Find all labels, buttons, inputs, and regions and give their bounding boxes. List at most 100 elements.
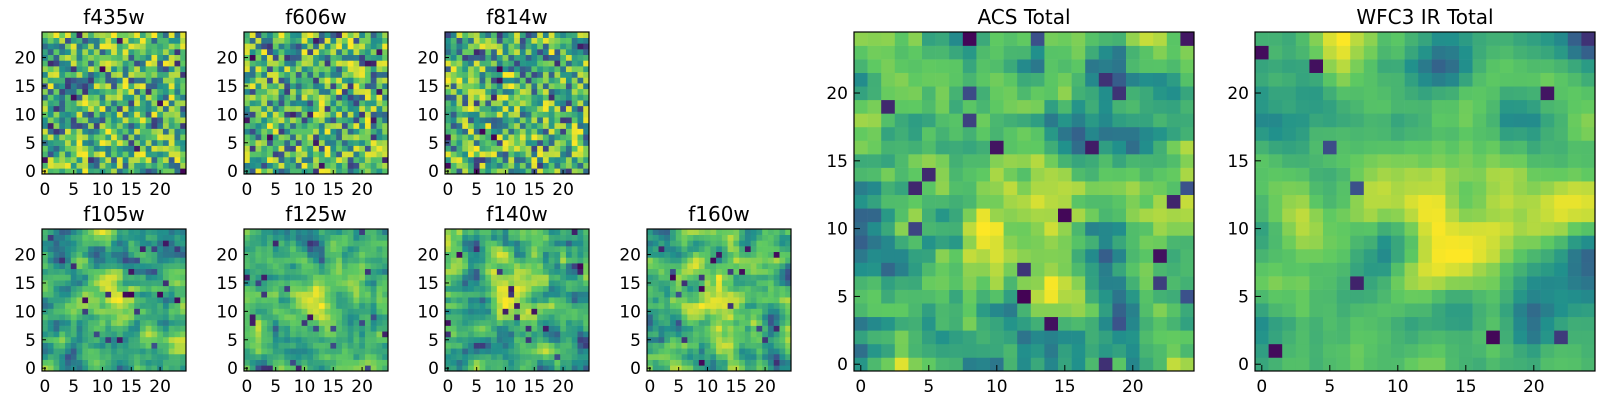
heatmap-cell bbox=[456, 128, 463, 135]
heatmap-cell bbox=[693, 246, 700, 253]
heatmap-cell bbox=[168, 353, 175, 360]
heatmap-cell bbox=[785, 342, 792, 349]
heatmap-cell bbox=[779, 297, 786, 304]
heatmap-cell bbox=[491, 274, 498, 281]
heatmap-cell bbox=[744, 291, 751, 298]
heatmap-cell bbox=[462, 319, 469, 326]
heatmap-cell bbox=[733, 263, 740, 270]
heatmap-cell bbox=[496, 353, 503, 360]
heatmap-cell bbox=[698, 229, 705, 235]
heatmap-cell bbox=[583, 43, 590, 50]
heatmap-cell bbox=[290, 134, 297, 141]
heatmap-cell bbox=[693, 331, 700, 338]
heatmap-cell bbox=[744, 268, 751, 275]
heatmap-cell bbox=[565, 240, 573, 247]
heatmap-cell bbox=[664, 365, 671, 372]
heatmap-cell bbox=[307, 145, 314, 152]
heatmap-cell bbox=[785, 263, 792, 270]
heatmap-cell bbox=[364, 319, 372, 326]
heatmap-cell bbox=[382, 134, 389, 141]
heatmap-cell bbox=[445, 88, 452, 95]
heatmap-cell bbox=[479, 60, 486, 67]
heatmap-cell bbox=[1112, 154, 1127, 168]
heatmap-cell bbox=[99, 348, 106, 355]
heatmap-cell bbox=[59, 105, 66, 112]
heatmap-cell bbox=[537, 234, 544, 241]
heatmap-cell bbox=[359, 308, 366, 315]
heatmap-cell bbox=[122, 291, 129, 298]
heatmap-cell bbox=[88, 234, 95, 241]
heatmap-cell bbox=[670, 297, 677, 304]
heatmap-cell bbox=[70, 71, 77, 78]
heatmap-cell bbox=[336, 32, 343, 38]
heatmap-cell bbox=[456, 37, 463, 44]
heatmap-cell bbox=[93, 151, 100, 158]
heatmap-cell bbox=[542, 88, 549, 95]
heatmap-cell bbox=[370, 134, 377, 141]
heatmap-cell bbox=[1003, 330, 1018, 345]
heatmap-cell bbox=[739, 229, 746, 235]
heatmap-cell bbox=[762, 229, 769, 235]
heatmap-cell bbox=[450, 49, 457, 56]
heatmap-cell bbox=[514, 240, 521, 247]
heatmap-cell bbox=[42, 145, 49, 152]
heatmap-cell bbox=[687, 234, 694, 241]
heatmap-cell bbox=[773, 280, 780, 287]
heatmap-cell bbox=[261, 66, 268, 73]
heatmap-cell bbox=[336, 71, 343, 78]
heatmap-cell bbox=[675, 229, 682, 235]
heatmap-cell bbox=[272, 54, 279, 61]
heatmap-cell bbox=[76, 128, 83, 135]
heatmap-cell bbox=[462, 168, 469, 175]
heatmap-cell bbox=[47, 94, 54, 101]
heatmap-cell bbox=[99, 60, 106, 67]
heatmap-cell bbox=[502, 251, 509, 258]
heatmap-cell bbox=[1044, 194, 1059, 209]
heatmap-cell bbox=[261, 122, 268, 129]
heatmap-cell bbox=[295, 234, 302, 241]
heatmap-cell bbox=[531, 297, 538, 304]
heatmap-cell bbox=[341, 268, 348, 275]
heatmap-cell bbox=[744, 263, 751, 270]
heatmap-cell bbox=[151, 359, 158, 366]
heatmap-cell bbox=[47, 348, 54, 355]
heatmap-cell bbox=[364, 251, 372, 258]
heatmap-cell bbox=[382, 336, 389, 343]
heatmap-cell bbox=[93, 319, 100, 326]
heatmap-cell bbox=[244, 77, 251, 84]
heatmap-cell bbox=[468, 274, 475, 281]
heatmap-cell bbox=[508, 240, 515, 247]
heatmap-cell bbox=[479, 111, 486, 118]
heatmap-cell bbox=[313, 54, 320, 61]
heatmap-cell bbox=[128, 285, 135, 292]
heatmap-cell bbox=[531, 325, 538, 332]
heatmap-cell bbox=[359, 336, 366, 343]
heatmap-cell bbox=[249, 77, 256, 84]
heatmap-cell bbox=[278, 251, 285, 258]
heatmap-cell bbox=[301, 139, 308, 146]
heatmap-cell bbox=[249, 151, 256, 158]
heatmap-cell bbox=[324, 280, 331, 287]
heatmap-cell bbox=[908, 330, 923, 345]
heatmap-cell bbox=[295, 156, 302, 163]
heatmap-cell bbox=[70, 105, 77, 112]
heatmap-cell bbox=[376, 139, 383, 146]
heatmap-cell bbox=[922, 113, 936, 128]
heatmap-cell bbox=[479, 234, 486, 241]
heatmap-cell bbox=[249, 353, 256, 360]
heatmap-cell bbox=[456, 365, 463, 372]
heatmap-cell bbox=[445, 156, 452, 163]
heatmap-cell bbox=[318, 60, 325, 67]
heatmap-cell bbox=[462, 43, 469, 50]
heatmap-cell bbox=[531, 94, 538, 101]
heatmap-cell bbox=[733, 331, 740, 338]
heatmap-cell bbox=[290, 325, 297, 332]
heatmap-cell bbox=[519, 314, 526, 321]
heatmap-cell bbox=[496, 54, 503, 61]
heatmap-cell bbox=[157, 128, 164, 135]
heatmap-cell bbox=[664, 308, 671, 315]
heatmap-cell bbox=[721, 291, 728, 298]
heatmap-cell bbox=[727, 308, 734, 315]
heatmap-cell bbox=[508, 268, 515, 275]
heatmap-cell bbox=[750, 268, 757, 275]
